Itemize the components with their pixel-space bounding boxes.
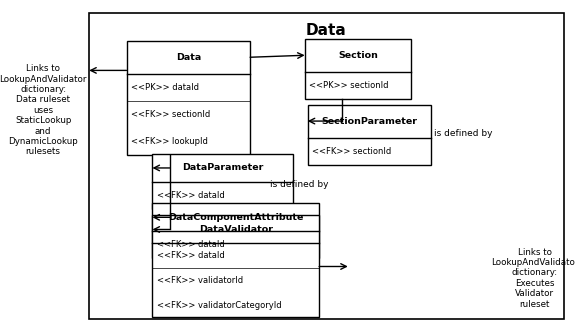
Text: Links to
LookupAndValidator
dictionary:
Executes
Validator
ruleset: Links to LookupAndValidator dictionary: … bbox=[491, 247, 575, 309]
Text: Section: Section bbox=[338, 51, 378, 60]
Text: <<FK>> validatorId: <<FK>> validatorId bbox=[157, 276, 243, 285]
Text: DataParameter: DataParameter bbox=[182, 164, 263, 172]
Bar bbox=[152, 154, 293, 209]
Text: SectionParameter: SectionParameter bbox=[321, 116, 417, 126]
Text: <<FK>> lookupId: <<FK>> lookupId bbox=[131, 137, 208, 146]
Text: is defined by: is defined by bbox=[434, 129, 493, 138]
Text: <<FK>> dataId: <<FK>> dataId bbox=[157, 191, 225, 200]
Text: Data: Data bbox=[176, 53, 201, 62]
Text: Data: Data bbox=[306, 23, 347, 38]
Text: <<FK>> sectionId: <<FK>> sectionId bbox=[131, 110, 210, 119]
Text: <<FK>> dataId: <<FK>> dataId bbox=[157, 240, 225, 249]
Bar bbox=[305, 39, 411, 99]
Text: is defined by: is defined by bbox=[270, 180, 329, 189]
Text: DataComponentAttribute: DataComponentAttribute bbox=[168, 213, 304, 222]
Bar bbox=[152, 215, 319, 317]
Text: DataValidator: DataValidator bbox=[199, 225, 273, 234]
Bar bbox=[126, 41, 250, 155]
Text: <<FK>> dataId: <<FK>> dataId bbox=[157, 251, 225, 260]
Text: Links to
LookupAndValidator
dictionary:
Data ruleset
uses
StaticLookup
and
Dynam: Links to LookupAndValidator dictionary: … bbox=[0, 64, 87, 156]
Bar bbox=[308, 105, 431, 164]
Bar bbox=[152, 203, 319, 258]
Bar bbox=[89, 13, 564, 319]
Text: <<FK>> validatorCategoryId: <<FK>> validatorCategoryId bbox=[157, 301, 282, 310]
Text: <<PK>> sectionId: <<PK>> sectionId bbox=[309, 81, 389, 90]
Text: <<PK>> dataId: <<PK>> dataId bbox=[131, 83, 199, 92]
Text: <<FK>> sectionId: <<FK>> sectionId bbox=[312, 146, 392, 156]
